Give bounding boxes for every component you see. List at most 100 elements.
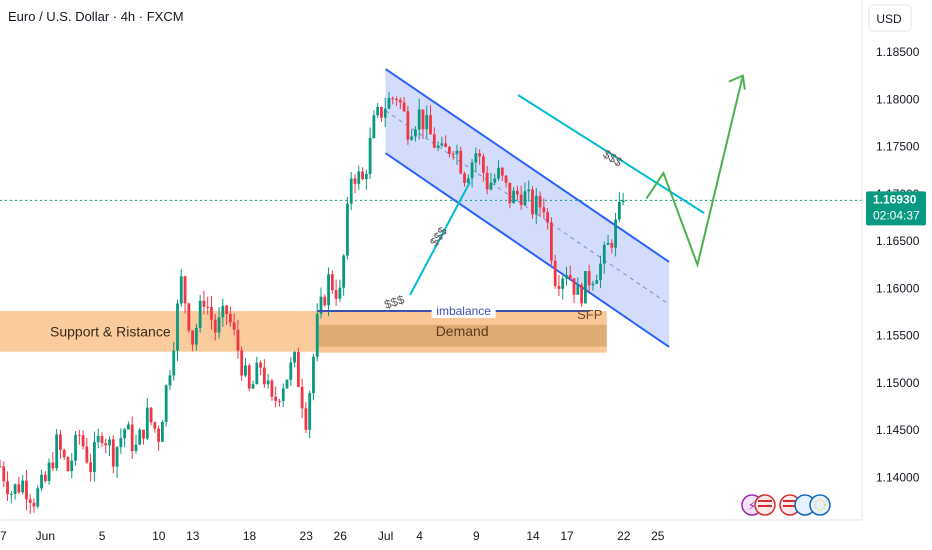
descending-channel[interactable] [385,68,670,348]
candle-body [77,434,81,436]
candle-body [565,275,568,279]
candle-body [425,115,429,130]
projection-path[interactable] [645,74,746,269]
candle-body [236,329,240,351]
channel-mid-line [385,110,670,305]
candle-body [43,474,47,482]
candle-body [262,367,266,385]
candle-body [164,385,168,422]
time-tick-label: Jun [36,529,55,543]
candle-body [334,290,338,299]
candle-body [489,182,493,190]
price-tick-label: 1.14500 [876,423,920,437]
candle-body [315,313,319,357]
candle-body [312,356,315,394]
candle-body [62,450,66,458]
candle-body [436,145,440,148]
candle-body [157,428,161,442]
candle-body [610,242,614,248]
candle-body [206,306,210,308]
candle-body [512,190,516,204]
candle-body [111,439,115,467]
currency-button[interactable]: USD [868,4,912,32]
candle-body [244,365,247,376]
channel-lower-line[interactable] [385,152,670,348]
candle-body [179,276,183,304]
candle-body [108,439,111,446]
time-tick-label: 14 [526,529,540,543]
candle-body [213,319,217,333]
candle-body [534,195,538,215]
candle-body [406,111,410,140]
candle-body [25,480,28,500]
channel-upper-line[interactable] [385,68,670,263]
projection-arrowhead [728,74,746,90]
candle-body [508,182,512,204]
candle-body [17,484,21,493]
candle-body [36,488,40,507]
candle-body [2,466,6,482]
time-tick-label: 18 [243,529,257,543]
candle-body [440,143,444,146]
candle-body [580,284,583,304]
candle-body [353,178,357,184]
candle-body [123,429,127,439]
candle-body [115,447,119,467]
candle-body [466,178,470,183]
candle-body [478,153,482,157]
candle-body [485,172,489,190]
candle-body [346,203,349,256]
candle-body [429,115,432,135]
eu-flag-event-icon[interactable] [809,494,831,516]
support-resistance-rect [0,311,318,352]
candle-body [153,422,157,429]
candle-body [380,106,383,118]
candle-body [217,317,221,333]
currency-button-label[interactable]: USD [876,12,902,26]
time-axis[interactable]: 27 Jun 5 10 13 18 23 26 Jul 4 9 14 17 22 25 [0,519,862,543]
candle-body [493,178,497,183]
chart-title: Euro / U.S. Dollar · 4h · FXCM [8,9,184,24]
sfp-label: SFP [577,307,602,322]
candle-body [542,207,546,213]
candle-body [21,480,25,493]
candle-body [225,305,228,314]
eu-stars-icon [814,499,826,511]
candle-body [474,153,478,163]
time-tick-label: 22 [617,529,631,543]
candle-body [168,375,172,386]
support-resistance-zone[interactable]: Support & Ristance [0,311,318,352]
candle-body [9,493,13,495]
candle-body [13,484,17,494]
candle-body [70,460,74,472]
candle-body [240,350,244,376]
candle-body [455,150,459,155]
currency-button-bg[interactable] [868,4,912,32]
candle-body [606,242,610,245]
candle-body [300,386,304,409]
candle-body [100,435,104,444]
candle-body [6,481,9,495]
time-tick-label: 17 [560,529,574,543]
candle-body [376,106,380,116]
imbalance-marker[interactable]: imbalance [317,303,590,319]
candle-body [127,424,130,430]
candle-body [504,175,508,183]
candle-body [383,108,387,118]
candle-body [247,365,251,389]
candle-body [402,102,406,112]
candle-body [198,300,202,328]
candle-body [119,438,123,448]
candle-body [93,442,96,472]
candle-body [421,109,425,130]
candle-body [576,284,580,295]
candle-body [361,171,364,180]
candle-body [59,434,62,451]
us-flag-stripe-icon [783,505,797,507]
last-price-tag-bg [866,191,926,226]
candle-body [391,98,395,100]
candle-body [482,156,485,173]
economic-events[interactable]: ⚡ [741,494,831,516]
candle-body [232,322,236,330]
